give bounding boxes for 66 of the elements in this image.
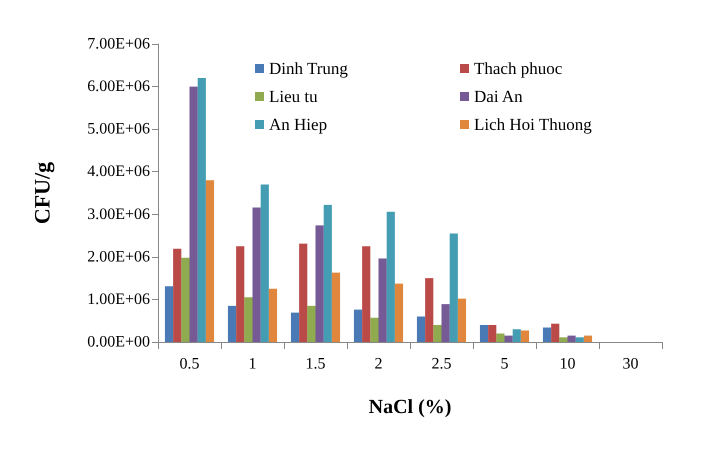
x-tick-label: 10 bbox=[560, 356, 576, 372]
bar bbox=[542, 328, 552, 342]
y-tick-label: 3.00E+06 bbox=[87, 206, 150, 223]
bar bbox=[584, 336, 592, 342]
bar bbox=[244, 297, 252, 342]
legend-label: Lich Hoi Thuong bbox=[474, 115, 592, 134]
bar bbox=[228, 306, 236, 342]
legend-label: Dinh Trung bbox=[269, 59, 348, 78]
bar bbox=[268, 288, 278, 342]
bar bbox=[324, 204, 332, 342]
bar bbox=[504, 336, 513, 342]
bar bbox=[520, 330, 530, 342]
y-tick-label: 4.00E+06 bbox=[87, 163, 150, 180]
x-tick-label: 0.5 bbox=[180, 356, 200, 372]
legend-label: Dai An bbox=[474, 87, 524, 106]
bar bbox=[290, 312, 300, 342]
bar bbox=[416, 316, 426, 342]
x-tick-label: 30 bbox=[622, 356, 638, 372]
bar bbox=[236, 246, 244, 342]
bar bbox=[164, 286, 174, 342]
bar bbox=[386, 212, 395, 342]
x-tick-label: 2.5 bbox=[432, 356, 452, 372]
bar bbox=[332, 272, 340, 342]
y-tick-label: 0.00E+00 bbox=[87, 334, 150, 350]
bar bbox=[316, 225, 324, 342]
bar bbox=[480, 324, 488, 342]
bar bbox=[576, 337, 584, 342]
bar bbox=[354, 310, 362, 342]
bar bbox=[198, 78, 206, 342]
y-tick-label: 1.00E+06 bbox=[87, 290, 150, 308]
legend-label: Lieu tu bbox=[269, 87, 318, 106]
bar bbox=[378, 258, 387, 342]
x-tick-label: 1.5 bbox=[306, 356, 326, 372]
bar bbox=[559, 337, 568, 342]
bar bbox=[512, 329, 521, 342]
bar bbox=[173, 248, 182, 342]
bar bbox=[190, 86, 198, 342]
bar bbox=[425, 278, 434, 342]
bar bbox=[260, 184, 269, 342]
bar bbox=[496, 333, 504, 342]
bar bbox=[206, 180, 214, 342]
x-tick-label: 1 bbox=[248, 356, 256, 372]
bar bbox=[252, 207, 261, 342]
bar bbox=[370, 318, 378, 342]
bar bbox=[488, 324, 496, 342]
y-tick-label: 6.00E+06 bbox=[87, 78, 150, 96]
x-tick-label: 5 bbox=[500, 356, 508, 372]
bar bbox=[458, 298, 466, 342]
legend-label: Thach phuoc bbox=[474, 59, 563, 78]
x-axis-title: NaCl (%) bbox=[368, 396, 452, 418]
bar bbox=[362, 246, 370, 342]
y-tick-label: 7.00E+06 bbox=[87, 36, 150, 52]
y-tick-label: 2.00E+06 bbox=[87, 248, 150, 266]
bar bbox=[307, 306, 316, 342]
x-tick-label: 2 bbox=[374, 356, 382, 372]
bar bbox=[568, 336, 576, 342]
bar bbox=[433, 324, 442, 342]
bar bbox=[394, 284, 404, 342]
bar bbox=[299, 244, 308, 342]
bar bbox=[551, 324, 560, 342]
legend-label: An Hiep bbox=[269, 115, 328, 134]
bar bbox=[181, 258, 190, 342]
y-tick-label: 5.00E+06 bbox=[87, 120, 150, 138]
y-axis-title: CFU/g bbox=[30, 162, 54, 224]
bar bbox=[450, 233, 458, 342]
bar bbox=[442, 304, 450, 342]
